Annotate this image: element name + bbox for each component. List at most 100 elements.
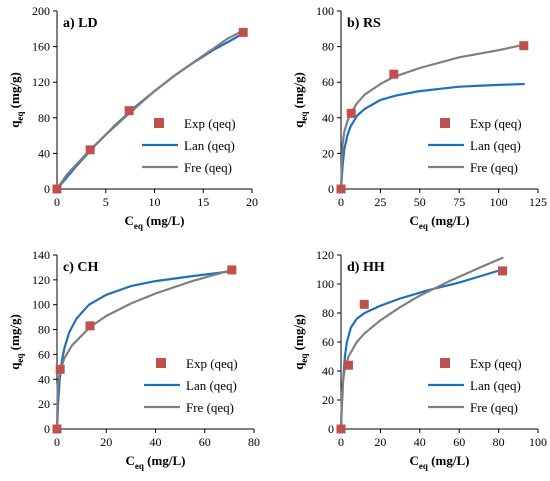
x-axis-label: Ceq (mg/L): [126, 453, 186, 471]
y-tick-label: 40: [38, 372, 50, 386]
data-point: [124, 106, 134, 116]
x-axis-label-base: C: [126, 453, 135, 468]
x-tick-label: 0: [54, 195, 60, 209]
data-point: [389, 69, 399, 79]
x-tick-label: 40: [150, 435, 162, 449]
legend-label: Fre (qeq): [470, 160, 518, 175]
y-tick-label: 20: [38, 397, 50, 411]
data-point: [55, 364, 65, 374]
x-axis-label-base: C: [410, 453, 419, 468]
data-point: [343, 360, 353, 370]
y-axis-label-base: q: [291, 120, 306, 128]
y-tick-label: 80: [322, 40, 334, 54]
panel-title: c) CH: [63, 260, 98, 275]
y-axis-label-unit: (mg/g): [291, 314, 306, 353]
y-axis-label-unit: (mg/g): [7, 72, 22, 111]
x-axis-label-sub: eq: [134, 221, 143, 231]
series-line-fre: [55, 29, 245, 191]
x-tick-label: 15: [197, 195, 209, 209]
data-point: [52, 184, 62, 194]
y-tick-label: 200: [32, 4, 50, 18]
y-tick-label: 100: [316, 4, 334, 18]
data-point: [336, 424, 346, 434]
y-tick-label: 60: [38, 347, 50, 361]
y-tick-label: 120: [316, 248, 334, 262]
panel-2: 0 20 40 60 80 100 0 25 50 75 100 125 b) RS Ceq (mg/L)…: [291, 4, 547, 231]
legend-label: Lan (qeq): [184, 138, 235, 153]
x-tick-label: 80: [248, 435, 260, 449]
x-axis-label-sub: eq: [135, 461, 144, 471]
data-point: [359, 299, 369, 309]
y-tick-label: 140: [32, 248, 50, 262]
panel-title: b) RS: [347, 16, 381, 31]
data-point: [85, 145, 95, 155]
y-tick-label: 20: [322, 393, 334, 407]
y-axis-label: qeq (mg/g): [7, 72, 25, 128]
legend-label: Lan (qeq): [470, 138, 521, 153]
y-tick-label: 40: [38, 146, 50, 160]
legend-label: Lan (qeq): [470, 378, 521, 393]
legend-label: Fre (qeq): [184, 160, 232, 175]
series-line-lan: [55, 270, 233, 431]
y-axis-label: qeq (mg/g): [291, 314, 309, 370]
x-tick-label: 50: [414, 195, 426, 209]
legend-label: Exp (qeq): [470, 356, 522, 371]
y-tick-label: 60: [322, 335, 334, 349]
y-axis-label-unit: (mg/g): [291, 72, 306, 111]
x-tick-label: 125: [529, 195, 547, 209]
data-point: [498, 266, 508, 276]
data-point: [52, 424, 62, 434]
x-tick-label: 75: [453, 195, 465, 209]
y-tick-label: 100: [316, 277, 334, 291]
data-point: [85, 321, 95, 331]
x-axis-label-unit: (mg/L): [428, 453, 470, 468]
x-axis-label: Ceq (mg/L): [410, 213, 470, 231]
panel-title: a) LD: [63, 16, 98, 31]
y-tick-label: 80: [322, 306, 334, 320]
x-tick-label: 20: [100, 435, 112, 449]
y-tick-label: 120: [32, 273, 50, 287]
y-tick-label: 40: [322, 364, 334, 378]
legend-label: Fre (qeq): [470, 400, 518, 415]
y-tick-label: 0: [44, 182, 50, 196]
y-axis-label-sub: eq: [15, 112, 25, 121]
x-tick-label: 0: [338, 195, 344, 209]
x-tick-label: 10: [149, 195, 161, 209]
x-tick-label: 20: [246, 195, 258, 209]
y-tick-label: 20: [322, 146, 334, 160]
legend-marker: [154, 118, 164, 128]
panel-title: d) HH: [347, 260, 385, 275]
y-tick-label: 100: [32, 298, 50, 312]
x-axis-label-unit: (mg/L): [428, 213, 470, 228]
data-point: [519, 41, 529, 51]
y-tick-label: 40: [322, 111, 334, 125]
y-tick-label: 0: [328, 182, 334, 196]
y-axis-label-base: q: [7, 120, 22, 128]
x-axis-label-unit: (mg/L): [144, 453, 186, 468]
data-point: [346, 108, 356, 118]
panel-4: 0 20 40 60 80 100 120 0 20 40 60 80 100 d) HH Ceq (mg/…: [291, 248, 547, 471]
legend-marker: [440, 118, 450, 128]
x-tick-label: 60: [199, 435, 211, 449]
y-axis-label-base: q: [291, 362, 306, 370]
y-tick-label: 80: [38, 323, 50, 337]
x-axis-label-base: C: [125, 213, 134, 228]
x-axis-label-sub: eq: [419, 221, 428, 231]
legend-label: Fre (qeq): [186, 400, 234, 415]
series-line-fre: [339, 43, 525, 191]
legend-marker: [440, 358, 450, 368]
x-axis-label: Ceq (mg/L): [125, 213, 185, 231]
series-line-lan: [339, 82, 525, 191]
x-tick-label: 0: [338, 435, 344, 449]
x-tick-label: 40: [414, 435, 426, 449]
y-tick-label: 60: [322, 75, 334, 89]
x-axis-label-unit: (mg/L): [143, 213, 185, 228]
y-tick-label: 120: [32, 75, 50, 89]
x-axis-label-sub: eq: [419, 461, 428, 471]
x-tick-label: 60: [453, 435, 465, 449]
y-axis-label-sub: eq: [299, 354, 309, 363]
legend-marker: [156, 358, 166, 368]
x-axis-label-base: C: [410, 213, 419, 228]
y-tick-label: 0: [44, 422, 50, 436]
